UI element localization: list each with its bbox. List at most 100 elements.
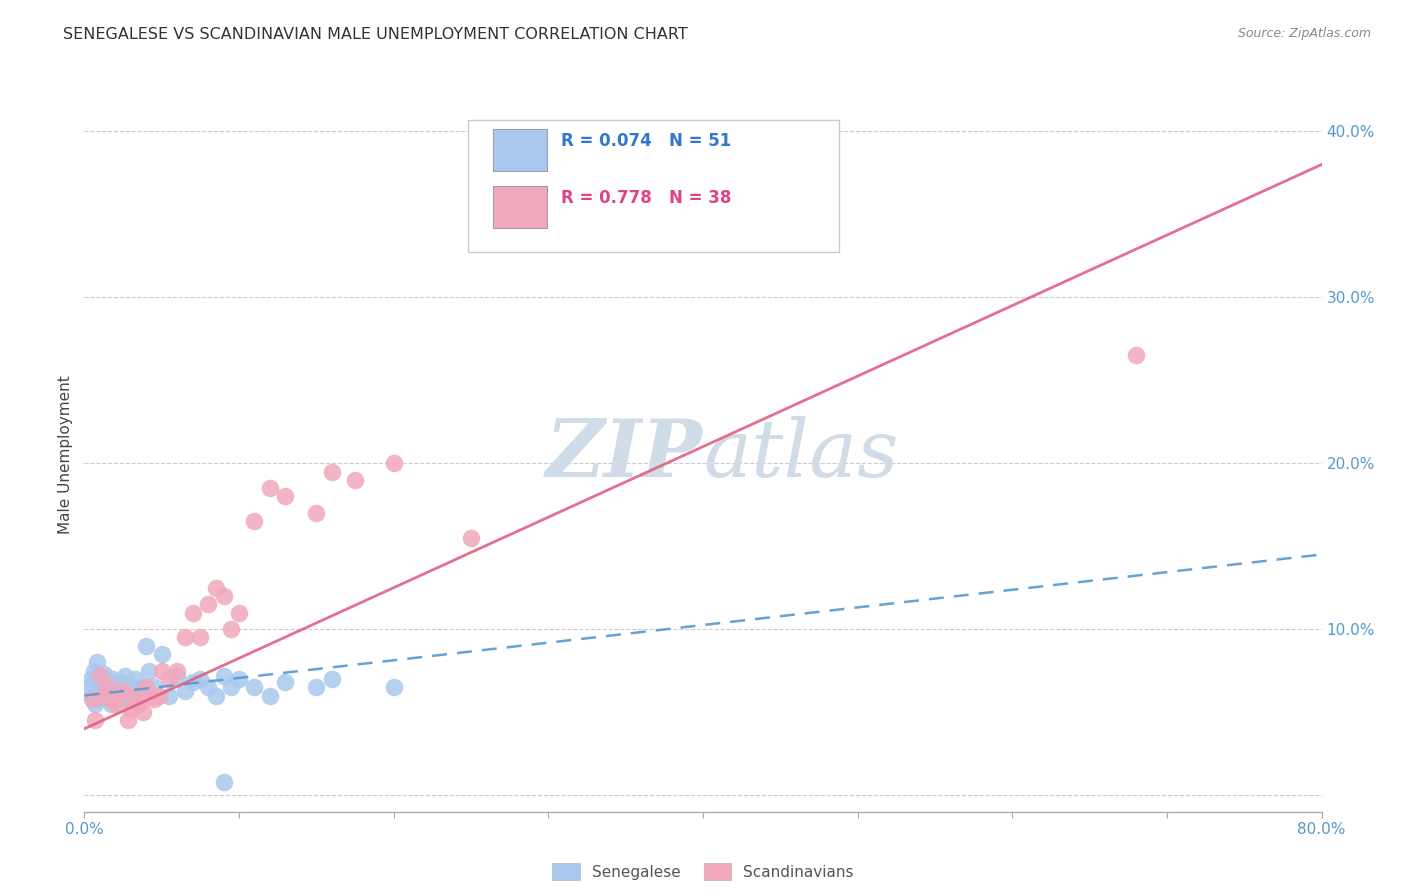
- Point: [143, 680, 166, 694]
- Point: [197, 597, 219, 611]
- Point: [128, 689, 150, 703]
- Point: [117, 714, 139, 728]
- Point: [212, 775, 235, 789]
- Point: [93, 667, 115, 681]
- Text: R = 0.778   N = 38: R = 0.778 N = 38: [561, 189, 731, 207]
- Point: [120, 680, 142, 694]
- Point: [122, 691, 145, 706]
- Point: [104, 697, 127, 711]
- Point: [105, 677, 128, 691]
- Point: [138, 664, 160, 678]
- Point: [131, 680, 153, 694]
- Point: [139, 689, 162, 703]
- Point: [77, 680, 100, 694]
- Text: R = 0.074   N = 51: R = 0.074 N = 51: [561, 132, 731, 150]
- Point: [94, 680, 117, 694]
- Point: [205, 581, 228, 595]
- Point: [117, 689, 139, 703]
- Point: [103, 685, 125, 699]
- Point: [274, 490, 297, 504]
- Point: [212, 589, 235, 603]
- Point: [221, 680, 243, 694]
- Point: [86, 656, 108, 670]
- Point: [274, 675, 297, 690]
- Point: [181, 606, 204, 620]
- Point: [104, 689, 127, 703]
- Point: [228, 672, 250, 686]
- Text: SENEGALESE VS SCANDINAVIAN MALE UNEMPLOYMENT CORRELATION CHART: SENEGALESE VS SCANDINAVIAN MALE UNEMPLOY…: [63, 27, 688, 42]
- Point: [159, 672, 181, 686]
- Point: [90, 683, 112, 698]
- Point: [107, 689, 129, 703]
- Point: [212, 668, 235, 682]
- Point: [82, 691, 104, 706]
- Point: [97, 680, 120, 694]
- Point: [188, 631, 212, 645]
- Point: [114, 668, 136, 682]
- Point: [143, 691, 166, 706]
- Point: [321, 672, 343, 686]
- Point: [83, 664, 105, 678]
- FancyBboxPatch shape: [468, 120, 839, 252]
- Point: [221, 622, 243, 636]
- Point: [243, 680, 266, 694]
- Point: [382, 456, 405, 470]
- Point: [159, 689, 181, 703]
- Point: [91, 689, 114, 703]
- Point: [101, 672, 124, 686]
- Point: [197, 680, 219, 694]
- Point: [98, 691, 121, 706]
- Point: [91, 675, 114, 690]
- Point: [108, 673, 131, 688]
- Point: [89, 668, 111, 682]
- Legend: Senegalese, Scandinavians: Senegalese, Scandinavians: [546, 857, 860, 886]
- Point: [107, 683, 129, 698]
- Text: ZIP: ZIP: [546, 417, 703, 493]
- Point: [1125, 348, 1147, 362]
- Point: [148, 689, 170, 703]
- Point: [321, 465, 343, 479]
- Point: [84, 697, 107, 711]
- Point: [382, 680, 405, 694]
- Point: [112, 683, 135, 698]
- Text: atlas: atlas: [703, 417, 898, 493]
- Point: [305, 680, 328, 694]
- Point: [150, 664, 173, 678]
- Point: [166, 664, 188, 678]
- Point: [124, 672, 146, 686]
- Point: [110, 680, 132, 694]
- FancyBboxPatch shape: [492, 186, 547, 228]
- Point: [259, 481, 281, 495]
- Point: [174, 683, 197, 698]
- Point: [132, 705, 155, 719]
- Point: [228, 606, 250, 620]
- Point: [150, 647, 173, 661]
- Point: [174, 631, 197, 645]
- Point: [100, 697, 122, 711]
- Point: [181, 675, 204, 690]
- Point: [120, 702, 142, 716]
- Point: [89, 668, 111, 682]
- Point: [166, 668, 188, 682]
- Point: [205, 689, 228, 703]
- FancyBboxPatch shape: [492, 128, 547, 171]
- Point: [135, 680, 157, 694]
- Point: [128, 697, 150, 711]
- Y-axis label: Male Unemployment: Male Unemployment: [58, 376, 73, 534]
- Point: [84, 714, 107, 728]
- Point: [135, 639, 157, 653]
- Point: [100, 691, 122, 706]
- Point: [243, 514, 266, 528]
- Point: [188, 672, 212, 686]
- Point: [305, 506, 328, 520]
- Point: [97, 689, 120, 703]
- Point: [112, 691, 135, 706]
- Point: [460, 531, 482, 545]
- Point: [87, 691, 110, 706]
- Point: [124, 689, 146, 703]
- Text: Source: ZipAtlas.com: Source: ZipAtlas.com: [1237, 27, 1371, 40]
- Point: [344, 473, 367, 487]
- Point: [82, 689, 104, 703]
- Point: [79, 672, 101, 686]
- Point: [259, 689, 281, 703]
